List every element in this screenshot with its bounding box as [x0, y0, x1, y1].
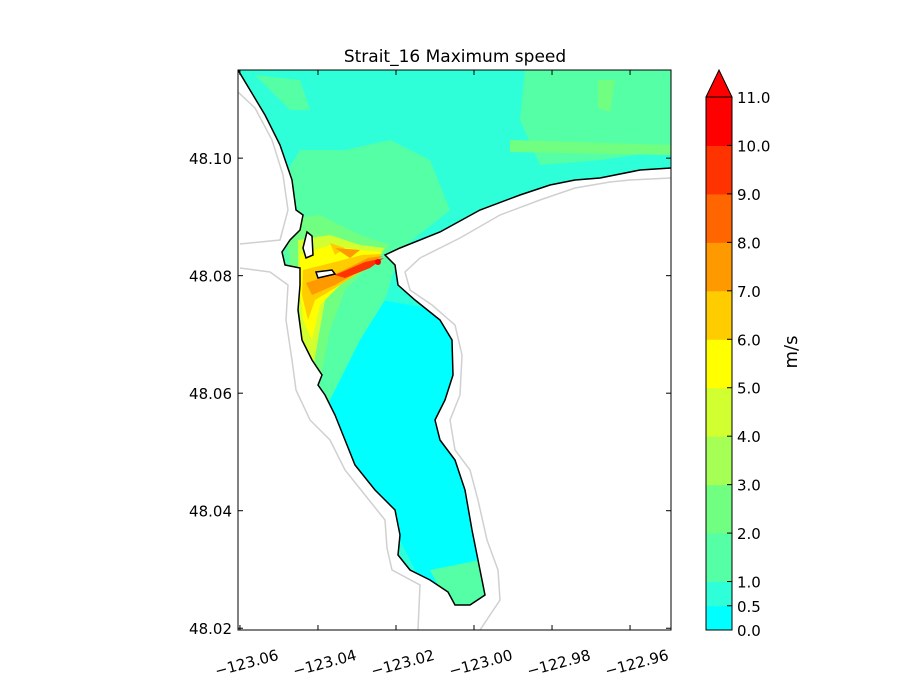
y-tick-label: 48.02 — [189, 620, 232, 638]
colorbar-tick-label: 6.0 — [737, 331, 761, 349]
colorbar-segment — [706, 605, 732, 631]
axes-frame — [237, 69, 672, 631]
x-tick-label: −123.04 — [291, 646, 359, 680]
x-tick-label: −122.98 — [525, 646, 593, 680]
colorbar-tick-label: 0.5 — [737, 598, 761, 616]
colorbar-segment — [706, 242, 732, 292]
colorbar-segment — [706, 387, 732, 437]
contour-band-9-11 — [335, 258, 384, 278]
colorbar-tick-label: 8.0 — [737, 234, 761, 252]
colorbar-segment — [706, 290, 732, 340]
y-tick-label: 48.06 — [189, 385, 232, 403]
colorbar-tick-label: 2.0 — [737, 525, 761, 543]
contour-band-0-0.5 — [310, 300, 490, 605]
speed-contours — [238, 70, 671, 605]
island — [302, 230, 314, 260]
colorbar-segment — [706, 581, 732, 607]
contour-band-1-2 — [240, 70, 671, 605]
island-small — [314, 269, 337, 279]
colorbar-segment — [706, 484, 732, 534]
colorbar-tick-label: 3.0 — [737, 477, 761, 495]
x-tick-label: −123.02 — [369, 646, 437, 680]
colorbar-tick-label: 10.0 — [737, 137, 770, 155]
colorbar-segment — [706, 193, 732, 243]
x-tick-label: −123.00 — [447, 646, 515, 680]
colorbar-segment — [706, 145, 732, 195]
colorbar[interactable] — [705, 68, 733, 631]
y-axis: 48.02 48.04 48.06 48.08 48.10 — [189, 150, 671, 638]
colorbar-tick-label: 5.0 — [737, 380, 761, 398]
colorbar-tick-label: 1.0 — [737, 574, 761, 592]
outer-depth-contour — [238, 91, 671, 630]
colorbar-segment — [706, 533, 732, 583]
colorbar-segment — [706, 339, 732, 389]
contour-band-2-3 — [285, 80, 671, 380]
y-tick-label: 48.08 — [189, 268, 232, 286]
peak-speed-spot — [375, 259, 381, 265]
colorbar-segment — [706, 97, 732, 146]
y-tick-label: 48.10 — [189, 150, 232, 168]
colorbar-segment — [706, 436, 732, 486]
x-tick-label: −122.96 — [603, 646, 671, 680]
colorbar-tick-label: 4.0 — [737, 428, 761, 446]
coastline — [238, 70, 671, 606]
colorbar-tick-label: 7.0 — [737, 283, 761, 301]
colorbar-ticks: 0.0 0.5 1.0 2.0 3.0 4.0 5.0 6.0 7.0 8.0 9.0 10.0 11.… — [727, 89, 770, 640]
x-tick-label: −123.06 — [213, 646, 281, 680]
colorbar-tick-label: 9.0 — [737, 186, 761, 204]
colorbar-extend-arrow — [705, 68, 733, 98]
map-area — [238, 70, 671, 630]
colorbar-tick-label: 11.0 — [737, 89, 770, 107]
chart-title: Strait_16 Maximum speed — [344, 47, 566, 67]
colorbar-label: m/s — [781, 336, 802, 369]
y-tick-label: 48.04 — [189, 503, 232, 521]
colorbar-tick-label: 0.0 — [737, 622, 761, 640]
colorbar-frame — [705, 96, 733, 631]
